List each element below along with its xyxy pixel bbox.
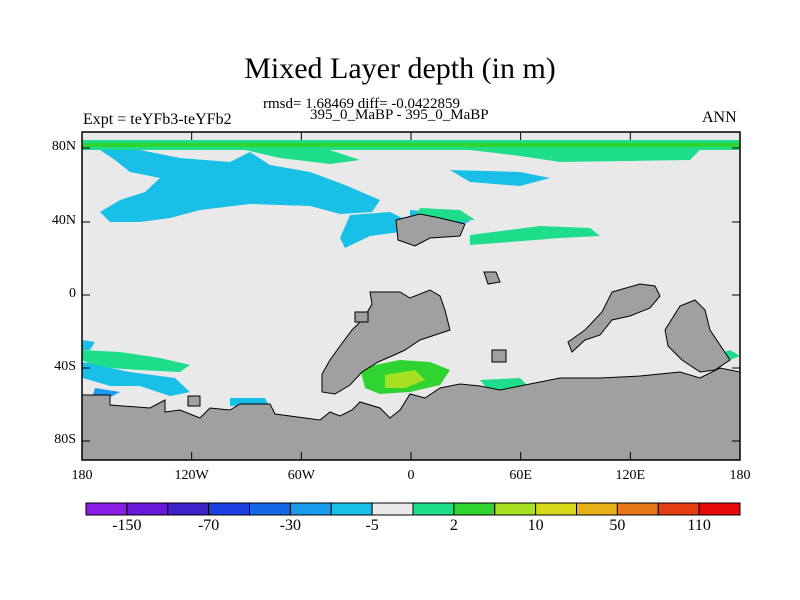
positive-contour-patch — [470, 226, 600, 245]
longitude-tick-label: 120W — [174, 468, 209, 483]
negative-contour-patch — [340, 212, 410, 248]
colorbar-swatch — [289, 502, 332, 516]
longitude-tick-label: 180 — [71, 468, 93, 483]
colorbar-label: 110 — [687, 517, 711, 534]
colorbar-label: 10 — [527, 517, 544, 534]
colorbar-label: -150 — [112, 517, 142, 534]
arctic-contour-band-inner — [82, 143, 740, 147]
colorbar-label: -30 — [279, 517, 302, 534]
colorbar-label: 2 — [449, 517, 458, 534]
latitude-tick-label: 80S — [54, 432, 76, 447]
colorbar-label: -5 — [365, 517, 379, 534]
longitude-tick-label: 180 — [729, 468, 751, 483]
negative-contour-patch — [450, 170, 550, 186]
colorbar-swatch — [657, 502, 700, 516]
axis-ticks — [81, 132, 741, 460]
colorbar-label: -70 — [197, 517, 220, 534]
arctic-contour-patch — [245, 150, 360, 164]
colorbar-swatch — [371, 502, 414, 516]
negative-contour-patch — [82, 362, 190, 396]
colorbar-swatch — [249, 502, 291, 516]
colorbar-swatch — [330, 502, 373, 516]
australia-like-continent — [664, 299, 731, 373]
longitude-tick-label: 120E — [615, 468, 646, 483]
longitude-tick-label: 60E — [509, 468, 532, 483]
colorbar-label: 50 — [609, 517, 626, 534]
colorbar-swatch — [535, 502, 577, 516]
season-label: ANN — [702, 109, 737, 126]
longitude-tick-label: 0 — [407, 468, 415, 483]
antarctica — [81, 367, 741, 461]
colorbar-swatch — [126, 502, 169, 516]
colorbar — [85, 502, 741, 516]
colorbar-swatch — [453, 502, 496, 516]
stats-line: rmsd= 1.68469 diff= -0.0422859 — [263, 96, 461, 112]
northern-landmass — [395, 213, 466, 247]
colorbar-swatch — [167, 502, 210, 516]
positive-contour-patch — [82, 350, 190, 372]
colorbar-swatch — [85, 502, 128, 516]
colorbar-swatch — [576, 502, 618, 516]
longitude-tick-label: 60W — [287, 468, 315, 483]
colorbar-swatch — [208, 502, 250, 516]
latitude-tick-label: 0 — [69, 286, 76, 301]
colorbar-swatch — [412, 502, 455, 516]
india-like-continent — [567, 283, 661, 353]
africa-like-continent — [321, 289, 451, 395]
case-line: 395_0_MaBP - 395_0_MaBP — [310, 107, 489, 123]
arctic-contour-patch — [470, 150, 700, 162]
small-island — [354, 311, 369, 323]
latitude-tick-label: 40S — [54, 359, 76, 374]
small-island — [187, 395, 201, 407]
experiment-label: Expt = teYFb3-teYFb2 — [83, 111, 232, 128]
colorbar-swatch — [494, 502, 537, 516]
land-masses — [81, 213, 741, 461]
colorbar-swatch — [698, 502, 741, 516]
latitude-tick-label: 80N — [51, 139, 76, 154]
negative-contour-patch — [82, 340, 95, 350]
latitude-tick-label: 40N — [51, 213, 76, 228]
positive-contour-patch — [385, 370, 425, 388]
small-island — [491, 349, 507, 363]
small-island — [483, 271, 501, 285]
colorbar-swatch — [616, 502, 659, 516]
plot-title: Mixed Layer depth (in m) — [244, 52, 556, 85]
negative-contour-patch — [100, 150, 380, 222]
